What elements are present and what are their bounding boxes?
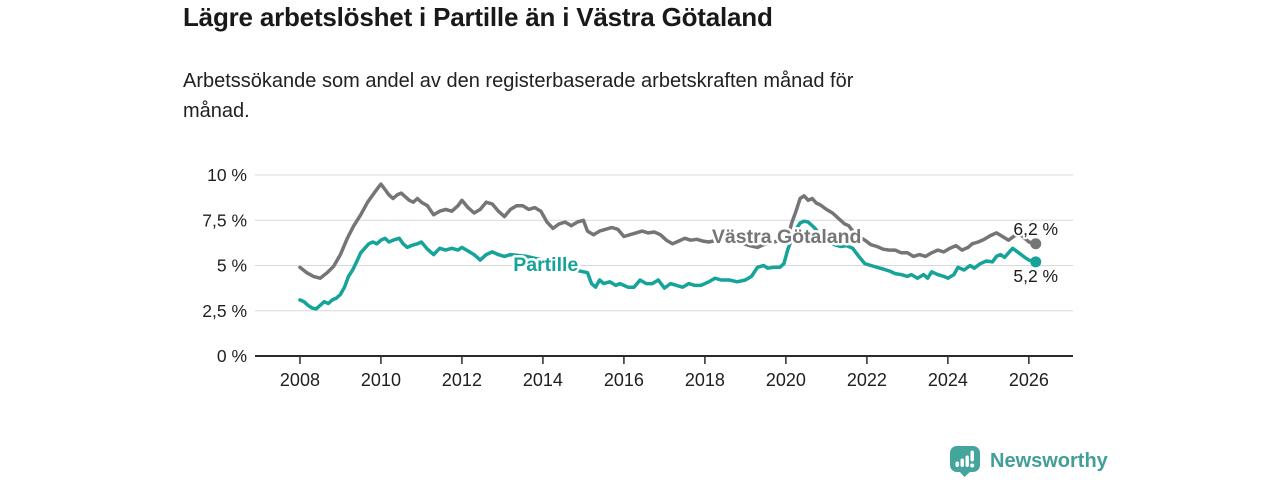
y-axis-tick-label: 5 %: [217, 256, 247, 276]
y-axis-tick-label: 2,5 %: [202, 301, 247, 321]
chart-subtitle: Arbetssökande som andel av den registerb…: [183, 66, 853, 126]
x-axis-tick-label: 2016: [604, 370, 644, 390]
newsworthy-logo: Newsworthy: [949, 445, 1108, 477]
x-axis-tick-label: 2018: [685, 370, 725, 390]
y-axis-tick-label: 10 %: [207, 165, 247, 185]
x-axis-tick-label: 2026: [1009, 370, 1049, 390]
chart-title: Lägre arbetslöshet i Partille än i Västr…: [183, 2, 773, 32]
x-axis-tick-label: 2014: [523, 370, 563, 390]
series-end-dot-vastra-gotaland: [1030, 238, 1042, 250]
x-axis-tick-label: 2020: [766, 370, 806, 390]
x-axis-tick-label: 2024: [928, 370, 968, 390]
series-end-value-partille: 5,2 %: [1013, 266, 1058, 286]
series-label-vastra-gotaland: Västra Götaland: [712, 226, 862, 248]
series-end-value-vastra-gotaland: 6,2 %: [1013, 219, 1058, 239]
series-label-partille: Partille: [513, 254, 578, 276]
newsworthy-logo-text: Newsworthy: [990, 449, 1108, 472]
chart-subtitle-line2: månad.: [183, 100, 250, 122]
y-axis-tick-label: 0 %: [217, 346, 247, 366]
x-axis-tick-label: 2012: [442, 370, 482, 390]
x-axis-tick-label: 2022: [847, 370, 887, 390]
x-axis-tick-label: 2008: [280, 370, 320, 390]
series-line-partille: [298, 219, 1038, 311]
x-axis-tick-label: 2010: [361, 370, 401, 390]
y-axis-tick-label: 7,5 %: [202, 210, 247, 230]
series-line-vastra-gotaland: [298, 182, 1038, 280]
chart-subtitle-line1: Arbetssökande som andel av den registerb…: [183, 70, 854, 92]
series-end-dot-partille: [1030, 256, 1042, 268]
newsworthy-logo-icon: [950, 446, 980, 477]
